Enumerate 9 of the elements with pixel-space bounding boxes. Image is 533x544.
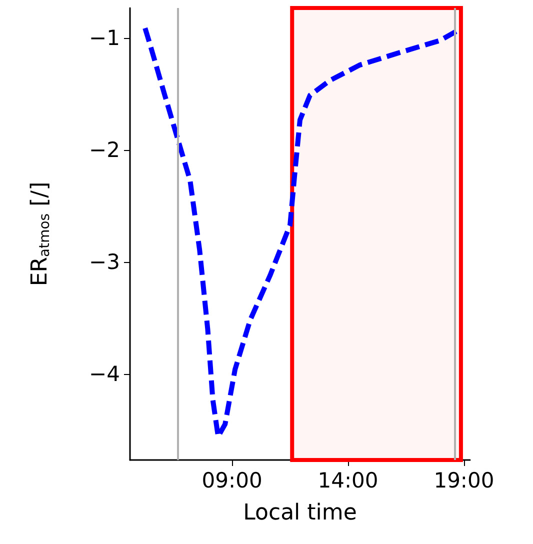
x-axis-title: Local time: [243, 500, 357, 526]
y-tick-label: −4: [89, 362, 120, 386]
x-tick-label: 19:00: [434, 468, 494, 492]
x-tick-label: 09:00: [202, 468, 262, 492]
y-axis-title: ERatmos [/]: [28, 182, 53, 286]
y-tick-label: −3: [89, 250, 120, 274]
x-tick-label: 14:00: [318, 468, 378, 492]
y-tick-label: −2: [89, 138, 120, 162]
y-tick-label: −1: [89, 26, 120, 50]
